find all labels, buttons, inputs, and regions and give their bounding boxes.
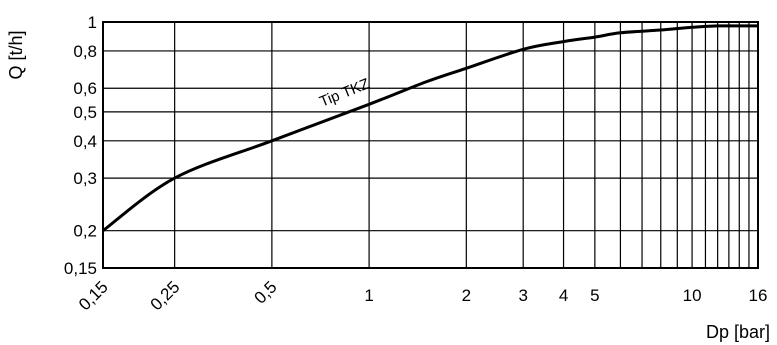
x-tick-label: 10 bbox=[683, 286, 702, 305]
y-axis-label: Q [t/h] bbox=[6, 30, 26, 79]
x-tick-label: 3 bbox=[518, 286, 527, 305]
series-layer bbox=[102, 24, 759, 232]
y-tick-label: 0,3 bbox=[73, 169, 97, 188]
x-tick-label: 1 bbox=[364, 286, 373, 305]
y-tick-label: 0,4 bbox=[73, 132, 97, 151]
x-tick-label: 0,15 bbox=[75, 277, 112, 314]
y-tick-label: 1 bbox=[88, 13, 97, 32]
y-tick-label: 0,15 bbox=[64, 259, 97, 278]
plot-frame bbox=[102, 21, 759, 269]
x-tick-label: 4 bbox=[559, 286, 568, 305]
y-tick-label: 0,5 bbox=[73, 103, 97, 122]
x-tick-label: 0,25 bbox=[147, 277, 184, 314]
grid bbox=[102, 21, 759, 269]
x-tick-label: 0,5 bbox=[251, 277, 281, 307]
y-tick-label: 0,8 bbox=[73, 42, 97, 61]
x-tick-label: 16 bbox=[749, 286, 768, 305]
tick-labels: 0,15 0,25 0,5 1 2 3 4 5 10 16 0,15 0,2 0,3 0,4 0,5 0,6 0… bbox=[64, 13, 768, 314]
x-tick-label: 2 bbox=[462, 286, 471, 305]
x-tick-label: 5 bbox=[590, 286, 599, 305]
y-tick-label: 0,2 bbox=[73, 222, 97, 241]
series-line-tip-tkz bbox=[102, 24, 759, 232]
x-axis-label: Dp [bar] bbox=[706, 322, 770, 342]
y-tick-label: 0,6 bbox=[73, 79, 97, 98]
